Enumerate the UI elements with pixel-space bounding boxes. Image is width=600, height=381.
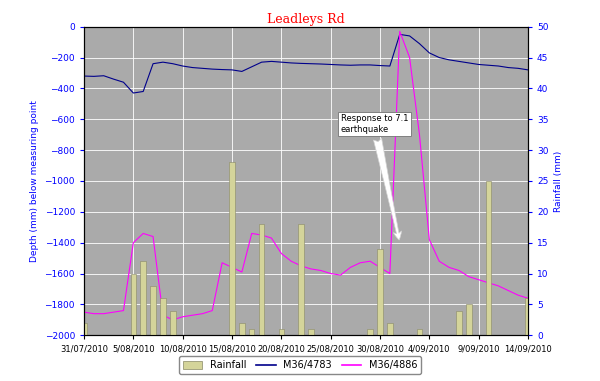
Text: Response to 7.1
earthquake: Response to 7.1 earthquake xyxy=(341,114,408,240)
Bar xyxy=(486,181,491,335)
Bar xyxy=(308,329,314,335)
Title: Leadleys Rd: Leadleys Rd xyxy=(267,13,345,26)
Bar xyxy=(249,329,254,335)
Bar xyxy=(525,298,531,335)
Bar xyxy=(456,311,461,335)
Bar xyxy=(417,329,422,335)
Bar xyxy=(298,224,304,335)
Bar xyxy=(367,329,373,335)
Bar xyxy=(377,249,383,335)
Bar xyxy=(81,323,87,335)
Bar xyxy=(170,311,176,335)
Bar xyxy=(151,286,156,335)
Bar xyxy=(131,274,136,335)
Bar xyxy=(160,298,166,335)
Bar xyxy=(239,323,245,335)
Bar xyxy=(229,162,235,335)
Legend: Rainfall, M36/4783, M36/4886: Rainfall, M36/4783, M36/4886 xyxy=(179,357,421,374)
Y-axis label: Depth (mm) below measuring point: Depth (mm) below measuring point xyxy=(30,100,39,262)
Y-axis label: Rainfall (mm): Rainfall (mm) xyxy=(554,150,563,211)
Bar xyxy=(466,304,472,335)
Bar xyxy=(259,224,265,335)
Bar xyxy=(278,329,284,335)
Bar xyxy=(387,323,392,335)
Bar xyxy=(140,261,146,335)
